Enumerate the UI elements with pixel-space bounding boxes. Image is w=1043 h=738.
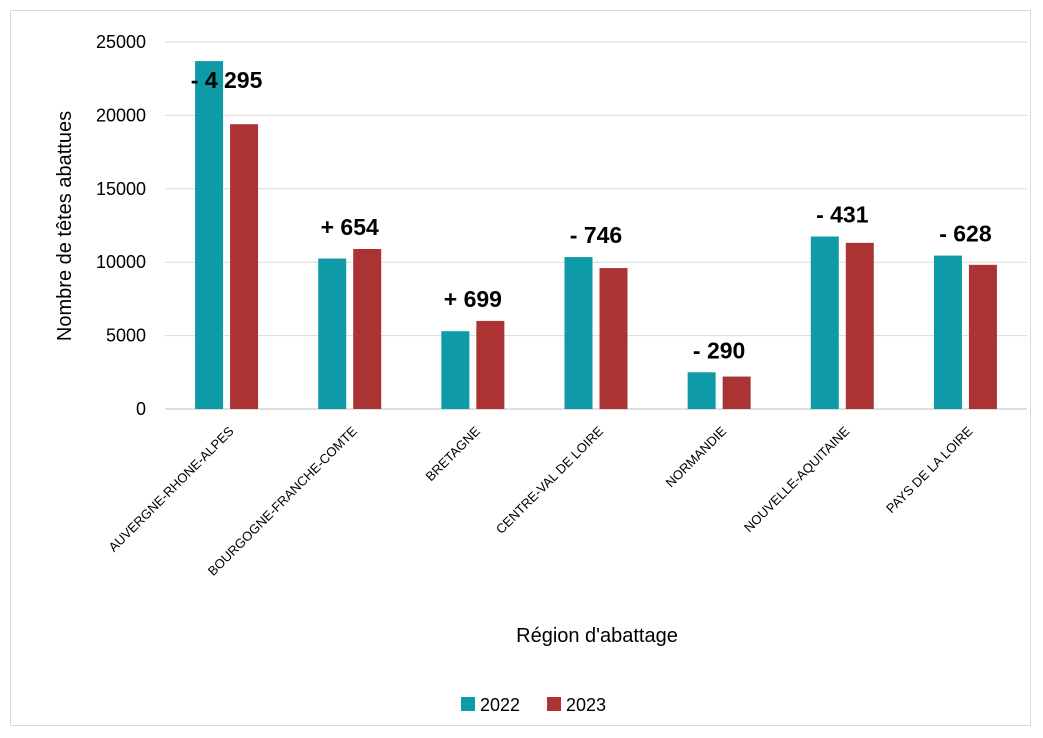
- bar-2023-6: [968, 264, 997, 409]
- y-tick-label: 5000: [106, 326, 146, 346]
- y-tick-label: 15000: [96, 179, 146, 199]
- bar-2023-5: [845, 242, 874, 409]
- category-label: NORMANDIE: [662, 423, 729, 490]
- difference-label: - 290: [693, 337, 745, 363]
- bar-2022-1: [318, 258, 347, 409]
- y-tick-label: 25000: [96, 32, 146, 52]
- legend-label: 2022: [480, 695, 520, 715]
- bar-2022-0: [195, 61, 224, 410]
- bar-2023-2: [476, 320, 505, 409]
- category-label: PAYS DE LA LOIRE: [883, 423, 976, 516]
- x-axis-title: Région d'abattage: [516, 625, 678, 647]
- bar-2023-0: [230, 124, 259, 409]
- difference-label: - 746: [570, 222, 622, 248]
- bar-2022-6: [933, 255, 962, 409]
- difference-label: + 699: [444, 286, 502, 312]
- y-tick-label: 0: [136, 399, 146, 419]
- bar-2022-5: [810, 236, 839, 409]
- gridlines: [165, 41, 1027, 410]
- bar-2023-1: [353, 248, 382, 409]
- y-axis-title: Nombre de têtes abattues: [54, 111, 76, 341]
- bar-2023-3: [599, 268, 628, 409]
- x-axis-category-labels: AUVERGNE-RHONE-ALPESBOURGOGNE-FRANCHE-CO…: [106, 423, 976, 578]
- bar-annotations: - 4 295 + 654 + 699 - 746 - 290 - 431 - 628: [191, 67, 992, 363]
- y-tick-label: 10000: [96, 252, 146, 272]
- difference-label: - 4 295: [191, 67, 263, 93]
- difference-label: - 431: [816, 202, 869, 228]
- difference-label: - 628: [939, 221, 992, 247]
- category-label: BRETAGNE: [422, 423, 483, 484]
- bar-2023-4: [722, 376, 751, 409]
- category-label: AUVERGNE-RHONE-ALPES: [106, 423, 237, 554]
- y-axis-ticks: 0 5000 10000 15000 20000 25000: [96, 32, 146, 419]
- legend-swatch-2022: [461, 697, 475, 711]
- difference-label: + 654: [321, 214, 379, 240]
- legend: 2022 2023: [461, 695, 606, 715]
- bars: [195, 61, 997, 410]
- y-tick-label: 20000: [96, 105, 146, 125]
- category-label: CENTRE-VAL DE LOIRE: [493, 423, 607, 537]
- bar-2022-4: [687, 372, 716, 409]
- category-label: NOUVELLE-AQUITAINE: [741, 423, 853, 535]
- category-label: BOURGOGNE-FRANCHE-COMTE: [205, 423, 360, 578]
- bar-2022-2: [441, 331, 470, 409]
- bar-2022-3: [564, 257, 593, 409]
- legend-label: 2023: [566, 695, 606, 715]
- legend-swatch-2023: [547, 697, 561, 711]
